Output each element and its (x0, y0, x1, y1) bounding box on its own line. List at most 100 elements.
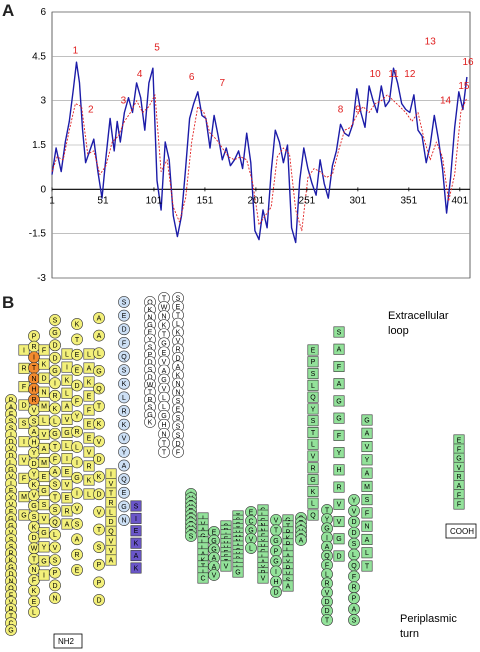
residue-letter: N (52, 595, 57, 602)
residue-letter: R (64, 508, 69, 515)
residue: I (18, 436, 30, 448)
residue-box (333, 343, 345, 355)
residue-box (361, 480, 373, 492)
residue-box (38, 569, 50, 581)
residue: N (28, 372, 40, 385)
residue-circle (172, 446, 184, 458)
residue: P (93, 558, 105, 571)
residue-box (130, 500, 142, 512)
residue-letter: P (53, 570, 58, 577)
residue: D (28, 457, 40, 470)
residue-letter: A (176, 364, 181, 371)
residue-letter: I (10, 481, 12, 488)
nh2-terminus-box (53, 633, 83, 649)
residue: K (93, 417, 105, 430)
residue-circle (49, 314, 61, 326)
residue-circle (93, 400, 105, 413)
residue: T (49, 440, 61, 453)
extracellular-loop-label-line2: loop (388, 325, 409, 337)
residue-circle (71, 379, 83, 392)
residue-letter: G (8, 523, 13, 530)
residue: N (49, 592, 61, 604)
residue-letter: G (8, 516, 13, 523)
residue-letter: V (274, 517, 279, 524)
residue-letter: S (9, 425, 14, 432)
residue: D (321, 595, 333, 608)
residue-letter: G (147, 322, 152, 329)
residue: S (130, 500, 142, 512)
residue-box (61, 387, 73, 399)
residue-letter: G (21, 512, 26, 519)
residue-circle (49, 592, 61, 604)
peak-label: 4 (137, 69, 143, 80)
residue: T (71, 333, 83, 346)
residue-letter: T (32, 365, 37, 372)
residue-box (361, 414, 373, 426)
residue-letter: G (52, 368, 57, 375)
series-layer (51, 61, 468, 244)
residue-circle (144, 416, 156, 428)
residue-letter: G (364, 417, 369, 424)
residue-letter: V (9, 502, 14, 509)
residue-letter: H (161, 422, 166, 429)
residue: G (307, 474, 319, 486)
residue: G (208, 543, 220, 556)
residue-letter: R (108, 500, 113, 507)
residue: R (28, 340, 40, 353)
residue-letter: E (311, 347, 316, 354)
residue-letter: D (147, 359, 152, 366)
residue-letter: G (235, 569, 240, 576)
residue: E (172, 403, 184, 416)
residue-letter: L (75, 444, 79, 451)
residue-letter: L (325, 572, 329, 579)
residue-box (307, 450, 319, 462)
residue-circle (71, 487, 83, 500)
residue-letter: T (162, 440, 167, 447)
residue-letter: Y (148, 337, 153, 344)
residue-letter: T (148, 389, 153, 396)
residue: K (130, 562, 142, 574)
residue-box (38, 400, 50, 412)
residue-letter: D (41, 376, 46, 383)
residue-letter: G (64, 430, 69, 437)
cooh-terminus-box (445, 523, 477, 539)
residue-letter: Q (310, 395, 316, 402)
residue: S (307, 415, 319, 427)
residue: S (49, 478, 61, 491)
residue-letter: N (8, 579, 13, 586)
residue-circle (71, 364, 83, 377)
residue-letter: V (212, 572, 217, 579)
cooh-terminus-label: COOH (450, 527, 474, 536)
residue-letter: S (9, 544, 14, 551)
residue-circle (71, 425, 83, 438)
residue-letter: L (162, 404, 166, 411)
residue-circle (49, 478, 61, 491)
hydropathy-plot: A -3-1.501.534.56 1 51 101 151 201 251 301 351 4… (2, 1, 474, 284)
residue-letter: A (32, 429, 37, 436)
residue-box (361, 520, 373, 532)
residue-circle (93, 329, 105, 342)
residue: Y (38, 541, 50, 553)
residue-letter: T (325, 617, 330, 624)
residue-letter: A (87, 365, 92, 372)
residue: A (333, 343, 345, 355)
residue: E (28, 595, 40, 608)
y-tick-labels: -3 -1.5 0 1.5 3 4.5 6 (29, 7, 47, 284)
residue-letter: L (365, 550, 369, 557)
residue-letter: T (274, 528, 279, 535)
x-tick-labels: 1 51 101 151 201 251 301 351 401 (49, 195, 468, 206)
residue-letter: V (9, 600, 14, 607)
residue-letter: I (275, 569, 277, 576)
residue-letter: Y (75, 414, 80, 421)
residue-letter: Q (108, 529, 114, 536)
residue: S (18, 417, 30, 429)
residue-box (83, 404, 95, 416)
residue-box (38, 456, 50, 468)
residue: V (105, 544, 117, 556)
residue: Q (105, 525, 117, 537)
residue-box (361, 507, 373, 519)
residue-box (220, 560, 232, 572)
residue: M (38, 456, 50, 468)
residue-letter: D (96, 492, 101, 499)
residue-letter: D (74, 383, 79, 390)
